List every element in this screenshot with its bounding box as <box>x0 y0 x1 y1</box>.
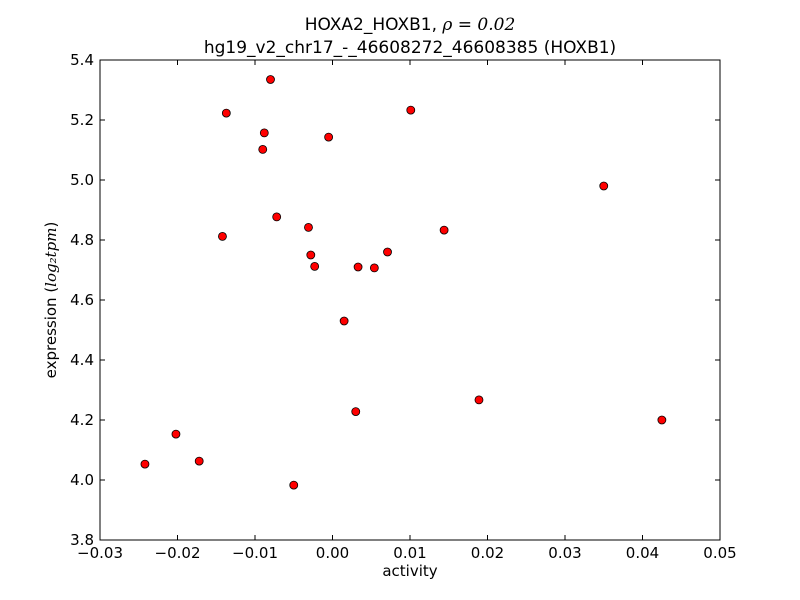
data-point <box>289 480 299 490</box>
data-point <box>140 459 150 469</box>
x-tick-label: 0.05 <box>703 544 736 562</box>
data-point <box>306 250 316 260</box>
data-point <box>474 395 484 405</box>
data-point <box>369 263 379 273</box>
data-point <box>657 415 667 425</box>
x-tick-label: 0.03 <box>548 544 581 562</box>
data-points <box>140 75 667 490</box>
data-point <box>383 247 392 257</box>
y-tick-label: 5.4 <box>70 51 94 69</box>
data-point <box>194 456 204 466</box>
chart-title-line1: HOXA2_HOXB1, ρ = 0.02 <box>305 15 516 35</box>
data-point <box>272 212 282 222</box>
data-point <box>351 407 361 417</box>
data-point <box>221 108 231 118</box>
y-tick-label: 3.8 <box>70 531 94 549</box>
x-tick-label: −0.03 <box>77 544 123 562</box>
x-tick-label: 0.01 <box>393 544 426 562</box>
data-point <box>439 225 449 235</box>
data-point <box>218 231 227 241</box>
x-tick-label: 0.04 <box>626 544 659 562</box>
y-tick-label: 4.6 <box>70 291 94 309</box>
y-tick-label: 4.8 <box>70 231 94 249</box>
axis-ticks: −0.03 −0.02 −0.01 0.00 0.01 0.02 0.03 0.04 0.05 3… <box>70 51 737 562</box>
chart-title-line2: hg19_v2_chr17_-_46608272_46608385 (HOXB1… <box>204 38 616 58</box>
x-tick-label: −0.01 <box>232 544 278 562</box>
x-axis-label: activity <box>382 562 437 580</box>
data-point <box>353 262 363 272</box>
data-point <box>304 222 313 232</box>
data-point <box>324 132 334 142</box>
y-tick-label: 5.2 <box>70 111 94 129</box>
y-tick-label: 4.0 <box>70 471 94 489</box>
y-tick-label: 5.0 <box>70 171 94 189</box>
data-point <box>406 105 416 115</box>
data-point <box>310 261 320 271</box>
data-point <box>258 144 268 154</box>
y-tick-label: 4.4 <box>70 351 94 369</box>
data-point <box>171 429 181 439</box>
data-point <box>339 316 349 326</box>
y-tick-label: 4.2 <box>70 411 94 429</box>
data-point <box>259 128 269 138</box>
x-tick-label: 0.02 <box>471 544 504 562</box>
plot-frame <box>99 59 721 541</box>
x-tick-label: −0.02 <box>155 544 201 562</box>
data-point <box>599 181 609 191</box>
x-tick-label: 0.00 <box>316 544 349 562</box>
data-point <box>266 75 275 84</box>
y-axis-label: expression (log₂tpm) <box>42 222 60 379</box>
